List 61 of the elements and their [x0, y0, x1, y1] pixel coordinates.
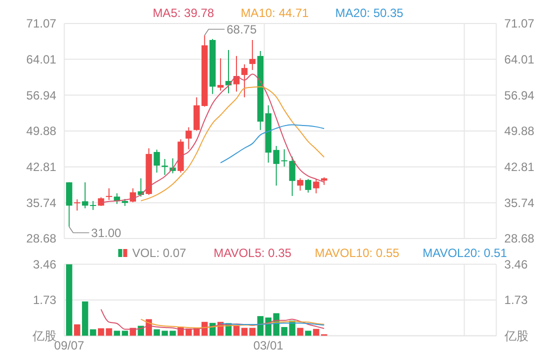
line-series	[220, 124, 325, 164]
candlestick	[66, 182, 72, 228]
y2-tick-label: 49.88	[504, 124, 535, 138]
bar	[122, 330, 128, 336]
candlestick	[162, 158, 168, 176]
candlestick	[305, 178, 312, 194]
candlestick	[186, 126, 192, 150]
text: MAVOL10: 0.55	[314, 246, 400, 260]
x-tick-label: 09/07	[54, 338, 84, 353]
bar	[233, 326, 240, 336]
bar	[297, 328, 304, 336]
text: MAVOL5: 0.35	[214, 246, 292, 260]
y-tick-label: 42.81	[26, 160, 57, 174]
line-series	[140, 318, 325, 328]
bar	[90, 329, 96, 336]
bar	[241, 328, 248, 336]
candlestick	[297, 178, 304, 192]
bar	[249, 328, 256, 336]
bar	[114, 330, 120, 336]
annotation: 68.75	[226, 22, 257, 36]
y2-tick-label: 71.07	[504, 16, 535, 31]
y2-tick-label: 亿股	[503, 328, 528, 343]
candlestick	[241, 64, 248, 98]
candlestick	[313, 178, 320, 194]
candlestick	[249, 39, 256, 70]
bar	[305, 330, 312, 336]
legend-label: VOL: 0.07	[132, 246, 187, 260]
y-tick-label: 64.01	[26, 52, 57, 67]
text: MA5: 39.78	[152, 6, 214, 20]
y-tick-label: 56.94	[26, 88, 57, 102]
x-tick-label: 03/01	[253, 338, 284, 353]
text: MA20: 50.35	[335, 6, 404, 20]
annotation: 31.00	[91, 226, 122, 240]
y2-tick-label: 1.73	[504, 293, 528, 308]
candlestick	[217, 58, 224, 92]
y2-tick-label: 56.94	[504, 88, 535, 102]
y2-tick-label: 64.01	[504, 52, 535, 67]
y2-tick-label: 35.74	[504, 196, 535, 210]
bar	[106, 328, 112, 336]
candlestick	[74, 198, 80, 212]
y-tick-label: 28.68	[26, 232, 57, 246]
y-tick-label: 1.73	[32, 293, 57, 308]
text: MA10: 44.71	[240, 6, 310, 20]
bar	[66, 264, 72, 336]
y-tick-label: 亿股	[31, 328, 56, 343]
bar	[74, 324, 80, 336]
line-series	[140, 86, 325, 202]
y-tick-label: 49.88	[26, 124, 57, 138]
y-tick-label: 35.74	[26, 196, 57, 210]
candlestick	[154, 149, 160, 174]
y2-tick-label: 3.46	[504, 258, 528, 272]
bar	[98, 328, 104, 336]
y-tick-label: 71.07	[26, 16, 57, 31]
candlestick	[106, 188, 112, 200]
bar	[82, 301, 88, 336]
y2-tick-label: 28.68	[504, 232, 535, 246]
text: MAVOL20: 0.51	[422, 246, 508, 260]
y2-tick-label: 42.81	[504, 160, 535, 174]
line-series	[100, 308, 325, 330]
line-series	[100, 74, 325, 204]
y-tick-label: 3.46	[32, 258, 57, 272]
